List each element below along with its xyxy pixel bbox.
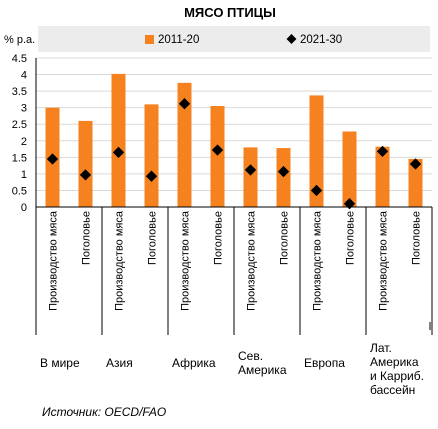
marker	[310, 184, 323, 197]
group-label: Африка	[172, 356, 216, 370]
category-label: Поголовье	[147, 211, 159, 265]
legend-swatch-2011-20	[145, 35, 154, 44]
legend-background	[38, 26, 430, 52]
group-label-line: Азия	[106, 356, 133, 370]
bar	[78, 120, 93, 207]
category-label: Производство мяса	[312, 210, 324, 311]
y-tick-label: 4.5	[12, 53, 27, 65]
group-label: Европа	[304, 356, 345, 370]
bar	[177, 82, 192, 207]
bar	[375, 146, 390, 207]
category-label: Производство мяса	[246, 210, 258, 311]
group-label-line: и Карриб.	[370, 369, 424, 383]
y-tick-label: 1	[21, 169, 27, 181]
marker	[277, 165, 290, 178]
group-label: Азия	[106, 356, 133, 370]
bar	[342, 131, 357, 207]
category-label: Поголовье	[411, 211, 423, 265]
category-label: Производство мяса	[114, 210, 126, 311]
legend-label-2011-20: 2011-20	[158, 34, 199, 46]
y-tick-label: 0	[21, 202, 27, 214]
bar	[408, 158, 423, 207]
category-label: Производство мяса	[180, 210, 192, 311]
y-tick-label: 3.5	[12, 86, 27, 98]
category-label: Поголовье	[213, 211, 225, 265]
marker	[211, 144, 224, 156]
group-label-line: бассейн	[370, 383, 415, 397]
y-tick-label: 2	[21, 136, 27, 148]
bars	[45, 73, 423, 207]
y-axis-label: % р.а.	[4, 34, 35, 46]
category-label: Производство мяса	[378, 210, 390, 311]
group-label-line: Америка	[370, 355, 419, 369]
group-label: В мире	[40, 356, 80, 370]
marker	[46, 153, 59, 165]
bar	[210, 106, 225, 207]
y-tick-label: 3	[21, 103, 27, 115]
legend-label-2021-30: 2021-30	[300, 34, 342, 46]
y-tick-label: 4	[21, 70, 27, 82]
y-axis-ticks: 0 0.5 1 1.5 2 2.5 3 3.5 4 4.5	[12, 53, 27, 214]
marker	[145, 170, 158, 182]
bar	[111, 73, 126, 207]
bar	[243, 147, 258, 207]
y-tick-label: 0.5	[12, 185, 27, 197]
axes	[35, 58, 433, 335]
group-label: Лат. Америка и Карриб. бассейн	[370, 341, 424, 397]
category-label: Поголовье	[345, 211, 357, 265]
group-label-line: В мире	[40, 356, 80, 370]
legend: 2011-20 2021-30	[38, 26, 430, 52]
y-tick-label: 2.5	[12, 119, 27, 131]
y-tick-label: 1.5	[12, 152, 27, 164]
bar	[276, 148, 291, 207]
category-label: Поголовье	[279, 211, 291, 265]
group-label-line: Лат.	[370, 341, 392, 355]
chart-title: МЯСО ПТИЦЫ	[184, 5, 276, 20]
group-label-line: Африка	[172, 356, 216, 370]
group-label: Сев. Америка	[238, 349, 287, 377]
marker	[244, 164, 257, 176]
group-label-line: Европа	[304, 356, 345, 370]
marker	[409, 158, 422, 170]
gridlines	[36, 57, 432, 191]
group-label-line: Сев.	[238, 349, 263, 363]
markers	[46, 98, 422, 210]
category-label: Поголовье	[81, 211, 93, 265]
source-note: Источник: OECD/FAO	[42, 405, 167, 419]
category-label: Производство мяса	[48, 210, 60, 311]
category-labels: Производство мяса Поголовье Производство м…	[48, 210, 423, 311]
group-label-line: Америка	[238, 363, 287, 377]
bar	[309, 95, 324, 207]
bar	[144, 104, 159, 207]
marker	[376, 145, 389, 158]
